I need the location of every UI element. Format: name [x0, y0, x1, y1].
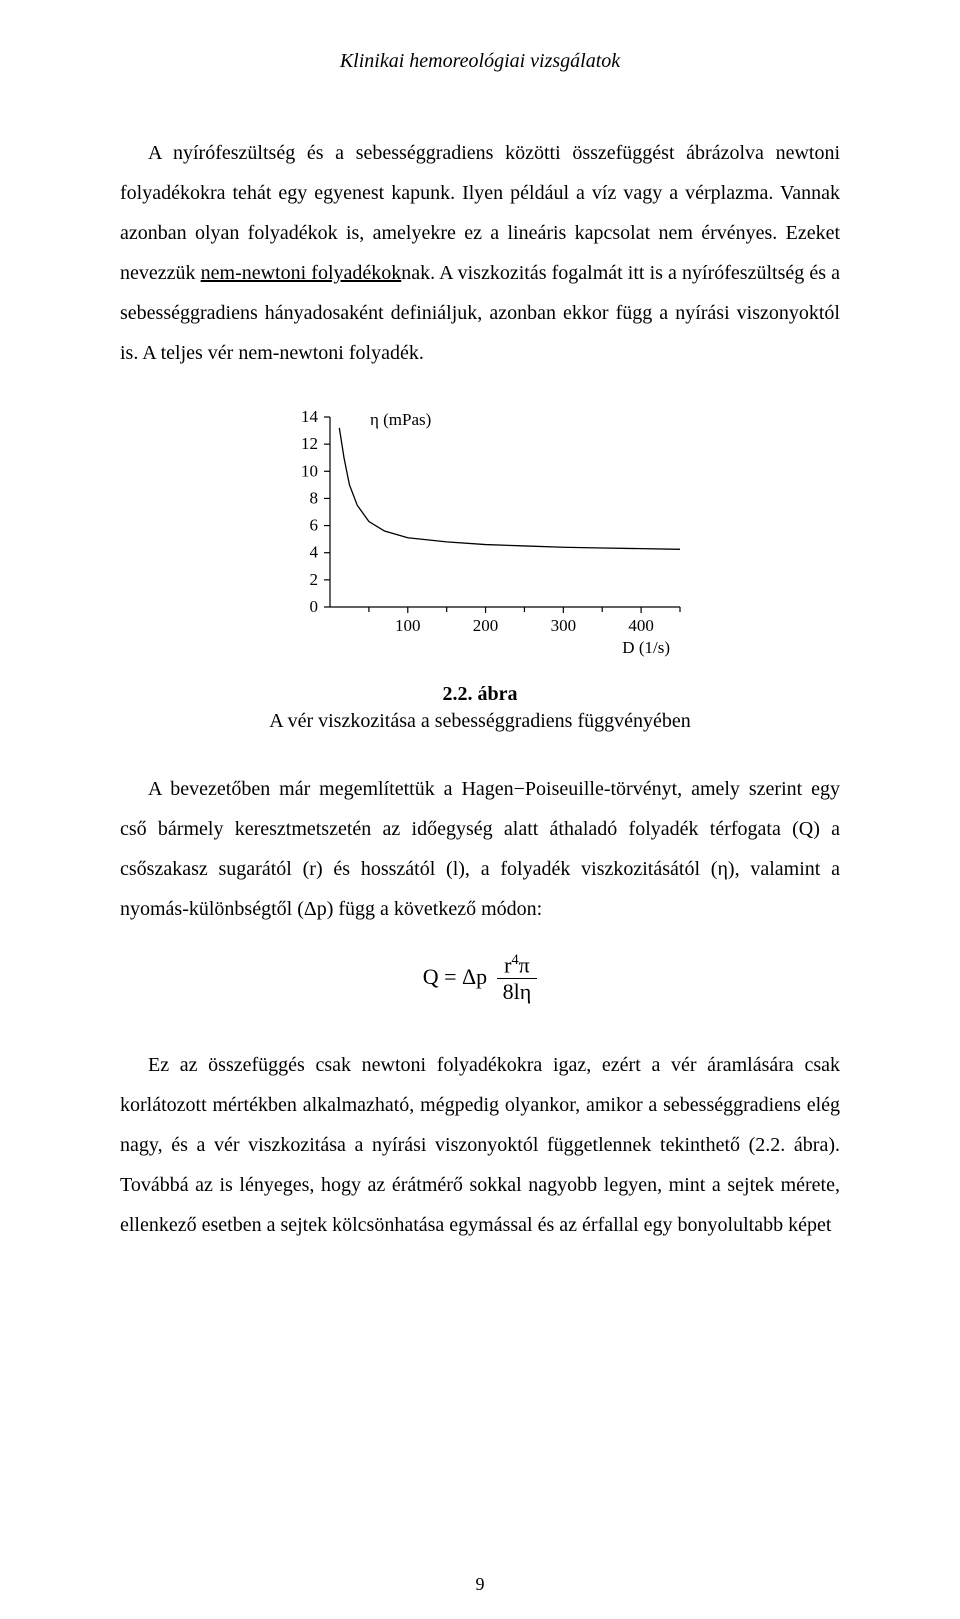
svg-text:12: 12 — [301, 434, 318, 453]
page-header: Klinikai hemoreológiai vizsgálatok — [120, 50, 840, 73]
equation-denominator: 8lη — [497, 979, 538, 1005]
svg-text:14: 14 — [301, 407, 319, 426]
equation-fraction: r4π 8lη — [497, 953, 538, 1005]
eq-r: r — [504, 952, 511, 977]
svg-text:200: 200 — [473, 616, 499, 635]
equation-numerator: r4π — [497, 953, 538, 979]
figure-label: 2.2. ábra — [120, 683, 840, 706]
svg-text:2: 2 — [310, 570, 319, 589]
figure-caption: A vér viszkozitása a sebességgradiens fü… — [120, 710, 840, 733]
page-number: 9 — [0, 1574, 960, 1595]
hagen-poiseuille-equation: Q = Δp r4π 8lη — [120, 953, 840, 1005]
svg-text:D (1/s): D (1/s) — [622, 638, 670, 657]
svg-text:4: 4 — [310, 543, 319, 562]
svg-text:0: 0 — [310, 597, 319, 616]
eq-pi: π — [519, 952, 530, 977]
svg-text:300: 300 — [551, 616, 577, 635]
paragraph-2: A bevezetőben már megemlítettük a Hagen−… — [120, 769, 840, 929]
equation-lhs: Q = Δp — [423, 964, 487, 989]
eq-sup: 4 — [512, 952, 519, 968]
viscosity-chart: 0 2 4 6 8 10 12 14 100 200 300 400 η (mPas) D (1/s) — [270, 403, 690, 663]
svg-text:10: 10 — [301, 461, 318, 480]
svg-text:η (mPas): η (mPas) — [370, 410, 431, 429]
paragraph-3: Ez az összefüggés csak newtoni folyadéko… — [120, 1045, 840, 1245]
svg-text:6: 6 — [310, 516, 319, 535]
term-non-newtonian: nem-newtoni folyadékok — [201, 262, 402, 284]
viscosity-chart-container: 0 2 4 6 8 10 12 14 100 200 300 400 η (mPas) D (1/s) — [120, 403, 840, 663]
svg-text:400: 400 — [628, 616, 654, 635]
svg-text:8: 8 — [310, 488, 319, 507]
svg-text:100: 100 — [395, 616, 421, 635]
paragraph-1: A nyírófeszültség és a sebességgradiens … — [120, 133, 840, 373]
